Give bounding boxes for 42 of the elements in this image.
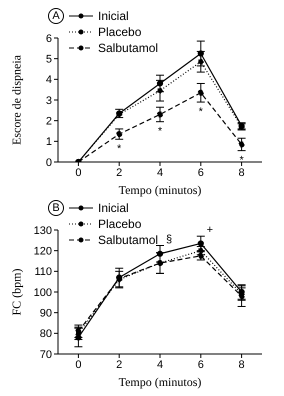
x-tick-label: 0 xyxy=(75,166,82,179)
x-tick-label: 8 xyxy=(238,166,245,179)
y-tick-label: 6 xyxy=(46,32,52,45)
legend-label: Inicial xyxy=(98,201,129,215)
legend-label: Inicial xyxy=(98,9,129,23)
y-tick-label: 5 xyxy=(46,54,52,66)
x-axis-title: Tempo (minutos) xyxy=(118,375,202,389)
x-tick-label: 2 xyxy=(116,358,122,371)
y-tick-label: 120 xyxy=(34,246,52,258)
y-tick-label: 70 xyxy=(40,348,52,361)
y-tick-label: 3 xyxy=(46,94,52,107)
y-tick-label: 1 xyxy=(46,136,52,148)
y-axis-title: FC (bpm) xyxy=(9,268,24,316)
y-tick-label: 0 xyxy=(46,156,52,169)
legend-label: Placebo xyxy=(98,217,142,231)
x-tick-label: 4 xyxy=(156,358,164,371)
x-tick-label: 6 xyxy=(198,358,204,371)
x-axis-title: Tempo (minutos) xyxy=(118,183,202,197)
annotation: + xyxy=(206,224,214,236)
y-tick-label: 4 xyxy=(46,74,52,86)
y-tick-label: 90 xyxy=(40,308,52,320)
y-tick-label: 130 xyxy=(34,224,52,237)
legend-label: Salbutamol xyxy=(98,233,158,247)
x-tick-label: 2 xyxy=(116,166,122,179)
legend-label: Salbutamol xyxy=(98,41,158,55)
y-tick-label: 2 xyxy=(46,116,52,128)
text: B xyxy=(48,200,64,216)
annotation: * xyxy=(198,106,204,118)
annotation: § xyxy=(166,234,172,246)
x-tick-label: 6 xyxy=(198,166,204,179)
annotation: * xyxy=(239,154,244,166)
annotation: * xyxy=(117,143,122,156)
annotation: * xyxy=(158,126,163,138)
x-tick-label: 4 xyxy=(156,166,164,179)
y-tick-label: 100 xyxy=(34,286,52,299)
x-tick-label: 8 xyxy=(238,358,245,371)
legend-label: Placebo xyxy=(98,25,142,39)
text: A xyxy=(48,8,64,24)
y-axis-title: Escore de dispneia xyxy=(9,54,24,145)
x-tick-label: 0 xyxy=(75,358,82,371)
y-tick-label: 110 xyxy=(34,266,52,278)
y-tick-label: 80 xyxy=(40,328,52,340)
